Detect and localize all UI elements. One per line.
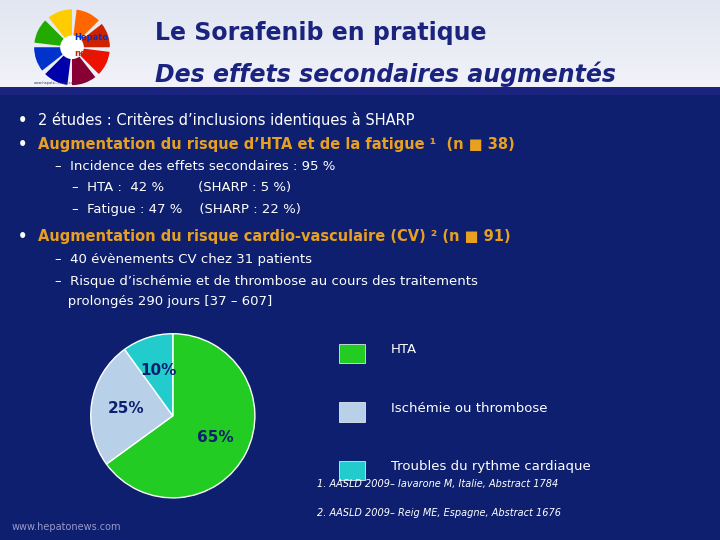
Bar [0, 72, 720, 76]
Bar [0, 66, 720, 69]
Text: •: • [18, 230, 27, 245]
Bar [0, 31, 720, 35]
Text: Troubles du rythme cardiaque: Troubles du rythme cardiaque [391, 460, 591, 473]
Text: 65%: 65% [197, 430, 233, 445]
Bar [0, 28, 720, 31]
Bar [0, 19, 720, 22]
Bar [0, 79, 720, 82]
Text: 2 études : Critères d’inclusions identiques à SHARP: 2 études : Critères d’inclusions identiq… [38, 112, 415, 129]
Text: –  Risque d’ischémie et de thrombose au cours des traitements: – Risque d’ischémie et de thrombose au c… [55, 274, 478, 287]
Bar [0, 3, 720, 6]
Bar [0, 50, 720, 53]
Bar [0, 0, 720, 3]
Wedge shape [72, 24, 110, 47]
Text: Hepato: Hepato [74, 33, 108, 42]
Bar [0, 12, 720, 16]
Text: www.hepato...news.com: www.hepato...news.com [34, 80, 77, 85]
Bar [0, 44, 720, 47]
Bar [0, 25, 720, 28]
Wedge shape [107, 334, 255, 498]
Bar [0, 53, 720, 57]
Bar [0, 22, 720, 25]
Bar [0, 38, 720, 41]
Text: Augmentation du risque cardio-vasculaire (CV) ² (n ■ 91): Augmentation du risque cardio-vasculaire… [38, 230, 510, 245]
Bar [0, 57, 720, 60]
Bar [0, 87, 720, 94]
Text: 2. AASLD 2009– Reig ME, Espagne, Abstract 1676: 2. AASLD 2009– Reig ME, Espagne, Abstrac… [317, 508, 561, 518]
Circle shape [61, 36, 83, 58]
FancyBboxPatch shape [338, 402, 365, 422]
Wedge shape [72, 47, 109, 74]
Bar [0, 10, 720, 12]
Text: Augmentation du risque d’HTA et de la fatigue ¹  (n ■ 38): Augmentation du risque d’HTA et de la fa… [38, 137, 515, 152]
Text: Le Sorafenib en pratique: Le Sorafenib en pratique [155, 21, 486, 45]
Bar [0, 76, 720, 79]
Bar [0, 41, 720, 44]
Wedge shape [35, 21, 72, 47]
Text: www.hepatonews.com: www.hepatonews.com [12, 522, 122, 532]
Text: 10%: 10% [140, 363, 176, 378]
Text: Ischémie ou thrombose: Ischémie ou thrombose [391, 402, 548, 415]
Text: –  40 évènements CV chez 31 patients: – 40 évènements CV chez 31 patients [55, 253, 312, 266]
Text: •: • [18, 137, 27, 152]
Wedge shape [91, 349, 173, 464]
Text: •: • [18, 112, 27, 127]
Wedge shape [125, 334, 173, 416]
Bar [0, 91, 720, 94]
Bar [0, 82, 720, 85]
Bar [0, 6, 720, 10]
Bar [0, 35, 720, 38]
Bar [0, 60, 720, 63]
Text: 1. AASLD 2009– Iavarone M, Italie, Abstract 1784: 1. AASLD 2009– Iavarone M, Italie, Abstr… [317, 479, 558, 489]
Wedge shape [34, 47, 72, 71]
Text: prolongés 290 jours [37 – 607]: prolongés 290 jours [37 – 607] [55, 294, 272, 307]
Wedge shape [49, 9, 72, 47]
Text: 25%: 25% [107, 401, 144, 416]
FancyBboxPatch shape [338, 344, 365, 363]
Text: –  HTA :  42 %        (SHARP : 5 %): – HTA : 42 % (SHARP : 5 %) [72, 181, 291, 194]
Bar [0, 88, 720, 91]
Wedge shape [72, 10, 99, 47]
Bar [0, 63, 720, 66]
Bar [0, 85, 720, 88]
Text: Des effets secondaires augmentés: Des effets secondaires augmentés [155, 62, 616, 87]
Wedge shape [45, 47, 72, 85]
Text: news: news [74, 50, 99, 58]
Text: –  Incidence des effets secondaires : 95 %: – Incidence des effets secondaires : 95 … [55, 160, 336, 173]
Bar [0, 16, 720, 19]
Text: HTA: HTA [391, 343, 417, 356]
FancyBboxPatch shape [338, 461, 365, 480]
Wedge shape [72, 47, 95, 85]
Bar [0, 69, 720, 72]
Text: –  Fatigue : 47 %    (SHARP : 22 %): – Fatigue : 47 % (SHARP : 22 %) [72, 202, 301, 215]
Bar [0, 47, 720, 50]
